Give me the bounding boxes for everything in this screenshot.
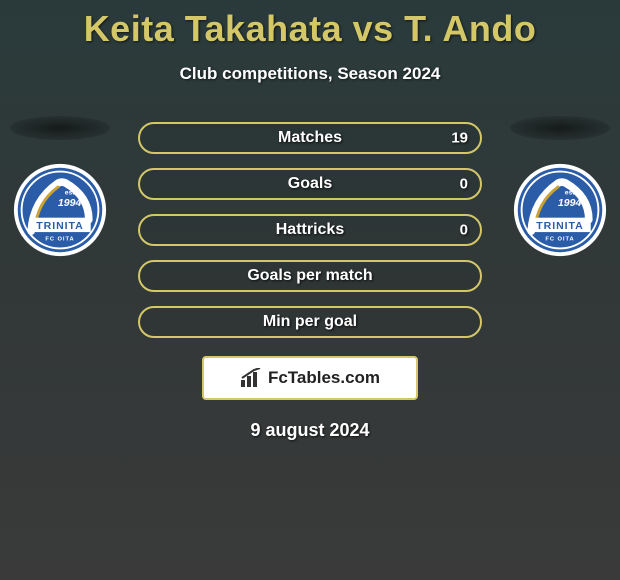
svg-text:est: est bbox=[565, 190, 575, 197]
stats-list: Matches 19 Goals 0 Hattricks 0 Goals per… bbox=[138, 122, 482, 338]
stat-label: Goals bbox=[288, 175, 332, 193]
brand-text: FcTables.com bbox=[268, 368, 380, 388]
comparison-panel: est 1994 TRINITA FC OITA est 1994 TRINIT… bbox=[0, 122, 620, 441]
player-right-club-logo: est 1994 TRINITA FC OITA bbox=[512, 162, 608, 258]
logo-est-text: est bbox=[65, 190, 75, 197]
subtitle: Club competitions, Season 2024 bbox=[0, 64, 620, 84]
stat-row-matches: Matches 19 bbox=[138, 122, 482, 154]
logo-year-text: 1994 bbox=[58, 197, 82, 209]
svg-text:TRINITA: TRINITA bbox=[536, 220, 584, 232]
stat-right-value: 19 bbox=[451, 130, 468, 147]
player-right-shadow bbox=[510, 116, 610, 140]
stat-label: Min per goal bbox=[263, 313, 357, 331]
stat-row-hattricks: Hattricks 0 bbox=[138, 214, 482, 246]
svg-text:FC OITA: FC OITA bbox=[545, 237, 574, 243]
player-right-column: est 1994 TRINITA FC OITA bbox=[510, 116, 610, 258]
stat-right-value: 0 bbox=[460, 222, 468, 239]
player-left-shadow bbox=[10, 116, 110, 140]
stat-row-goals-per-match: Goals per match bbox=[138, 260, 482, 292]
player-left-column: est 1994 TRINITA FC OITA bbox=[10, 116, 110, 258]
date-label: 9 august 2024 bbox=[0, 420, 620, 441]
svg-text:1994: 1994 bbox=[558, 197, 582, 209]
stat-row-goals: Goals 0 bbox=[138, 168, 482, 200]
stat-label: Matches bbox=[278, 129, 342, 147]
player-left-club-logo: est 1994 TRINITA FC OITA bbox=[12, 162, 108, 258]
logo-label-top: TRINITA bbox=[36, 220, 84, 232]
page-title: Keita Takahata vs T. Ando bbox=[0, 0, 620, 50]
stat-label: Goals per match bbox=[247, 267, 372, 285]
stat-label: Hattricks bbox=[276, 221, 344, 239]
brand-badge: FcTables.com bbox=[202, 356, 418, 400]
chart-icon bbox=[240, 368, 264, 388]
stat-right-value: 0 bbox=[460, 176, 468, 193]
stat-row-min-per-goal: Min per goal bbox=[138, 306, 482, 338]
logo-label-bottom: FC OITA bbox=[45, 237, 74, 243]
